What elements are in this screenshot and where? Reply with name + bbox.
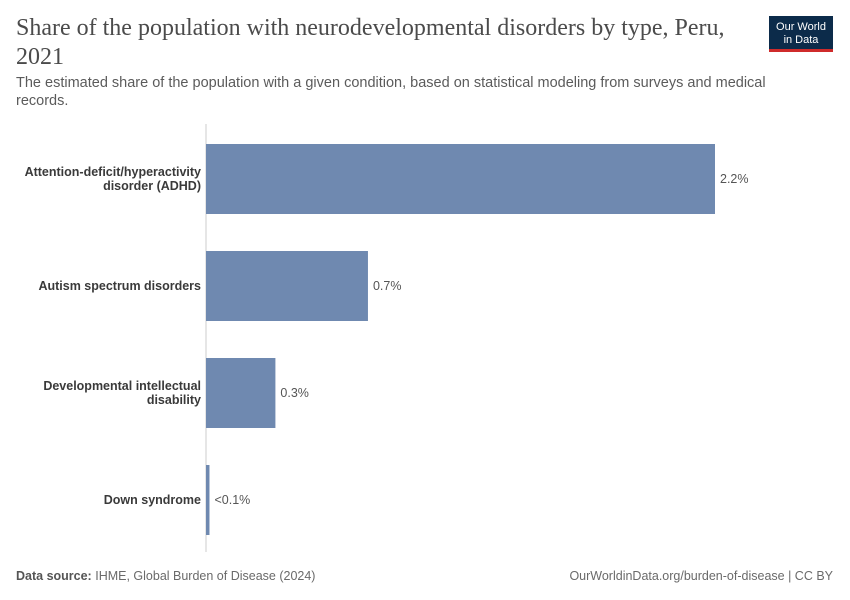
data-source: Data source: IHME, Global Burden of Dise… <box>16 569 315 583</box>
bar[interactable] <box>206 251 368 321</box>
value-label: <0.1% <box>214 493 250 507</box>
bar[interactable] <box>206 144 715 214</box>
source-link[interactable]: OurWorldinData.org/burden-of-disease | C… <box>569 569 833 583</box>
bars-group: Attention-deficit/hyperactivity disorder … <box>25 144 749 535</box>
value-label: 0.7% <box>373 279 402 293</box>
logo-line-2: in Data <box>783 33 819 46</box>
category-label-line: Developmental intellectual <box>43 379 201 393</box>
category-label-line: Autism spectrum disorders <box>38 279 201 293</box>
source-text: IHME, Global Burden of Disease (2024) <box>95 569 316 583</box>
chart-subtitle: The estimated share of the population wi… <box>16 75 766 109</box>
category-label: Down syndrome <box>104 493 201 507</box>
source-label: Data source: <box>16 569 92 583</box>
category-label: Developmental intellectual disability <box>43 379 201 407</box>
value-label: 2.2% <box>720 172 749 186</box>
chart-title: Share of the population with neurodevelo… <box>16 15 725 70</box>
owid-logo[interactable]: Our World in Data <box>769 16 833 52</box>
category-label-line: Down syndrome <box>104 493 201 507</box>
bar[interactable] <box>206 358 276 428</box>
bar[interactable] <box>206 465 210 535</box>
logo-line-1: Our World <box>776 20 826 33</box>
category-label-line: disorder (ADHD) <box>103 179 201 193</box>
bar-chart: Attention-deficit/hyperactivity disorder … <box>25 124 749 552</box>
category-label-line: Attention-deficit/hyperactivity <box>25 165 201 179</box>
category-label-line: disability <box>147 393 201 407</box>
category-label: Autism spectrum disorders <box>38 279 201 293</box>
category-label: Attention-deficit/hyperactivity disorder … <box>25 165 201 193</box>
value-label: 0.3% <box>280 386 309 400</box>
